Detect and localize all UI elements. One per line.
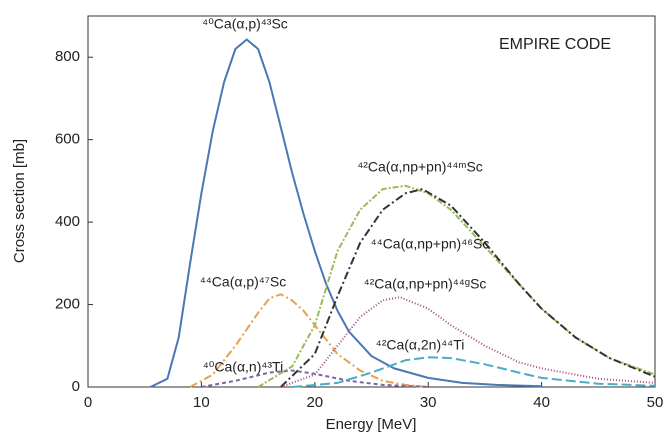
series-label: ⁴⁰Ca(α,p)⁴³Sc [202, 16, 288, 32]
x-tick-label: 40 [533, 394, 550, 411]
plot-frame [87, 15, 656, 388]
y-tick-label: 400 [55, 213, 80, 230]
series-label: ⁴⁴Ca(α,p)⁴⁷Sc [200, 274, 286, 290]
annotation: EMPIRE CODE [499, 36, 611, 53]
x-tick-label: 10 [193, 394, 210, 411]
series-line [201, 369, 429, 388]
series-line [280, 296, 656, 388]
y-tick-label: 600 [55, 131, 80, 148]
x-axis-label: Energy [MeV] [326, 416, 417, 433]
y-tick-label: 0 [72, 378, 80, 395]
y-tick-label: 200 [55, 296, 80, 313]
series-label: ⁴⁰Ca(α,n)⁴³Ti [203, 359, 283, 375]
series-line [189, 293, 429, 388]
y-axis-label: Cross section [mb] [11, 139, 28, 263]
series-line [149, 38, 542, 388]
x-tick-label: 0 [84, 394, 92, 411]
x-tick-label: 50 [647, 394, 664, 411]
series-label: ⁴²Ca(α,np+pn)⁴⁴ᵐSc [357, 159, 483, 175]
y-tick-label: 800 [55, 48, 80, 65]
series-line [292, 356, 656, 388]
series-label: ⁴⁴Ca(α,np+pn)⁴⁶Sc [371, 236, 490, 252]
series-label: ⁴²Ca(α,2n)⁴⁴Ti [376, 337, 465, 353]
series-line [280, 188, 656, 388]
series-label: ⁴²Ca(α,np+pn)⁴⁴ᵍSc [364, 276, 487, 292]
x-tick-label: 20 [306, 394, 323, 411]
x-tick-label: 30 [420, 394, 437, 411]
